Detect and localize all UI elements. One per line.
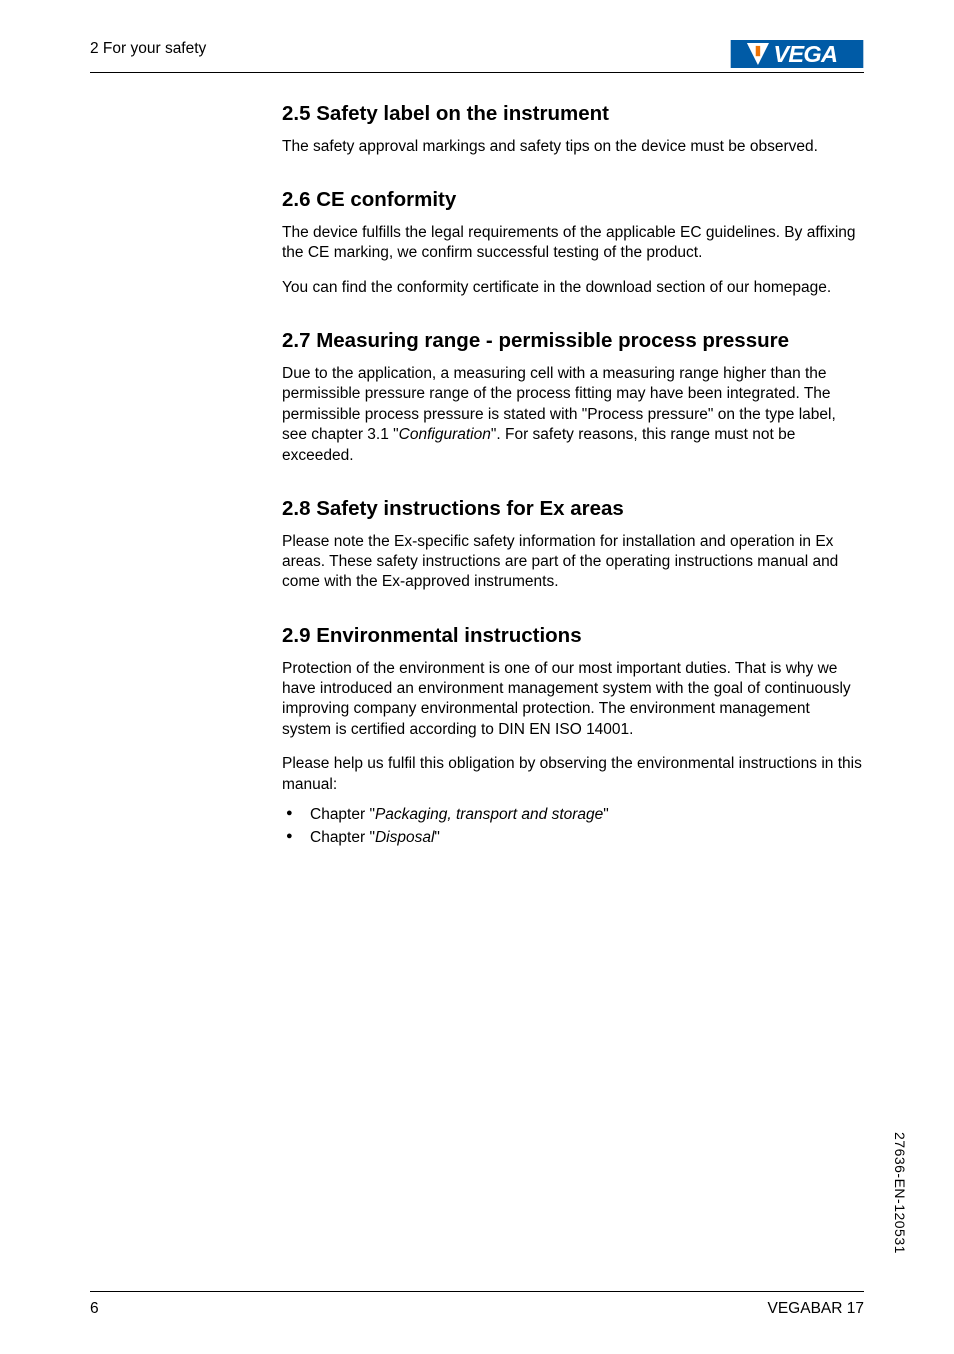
- body-text: Please note the Ex-specific safety infor…: [282, 532, 862, 593]
- bullet-list: Chapter "Packaging, transport and storag…: [282, 805, 862, 848]
- body-text: Protection of the environment is one of …: [282, 659, 862, 741]
- document-id-vertical: 27636-EN-120531: [892, 1132, 908, 1254]
- body-text: Please help us fulfil this obligation by…: [282, 754, 862, 795]
- page: 2 For your safety VEGA 2.5 Safety label …: [0, 0, 954, 1354]
- page-number: 6: [90, 1300, 99, 1318]
- list-item: Chapter "Packaging, transport and storag…: [282, 805, 862, 825]
- svg-text:VEGA: VEGA: [773, 41, 837, 67]
- list-item: Chapter "Disposal": [282, 828, 862, 848]
- page-header: 2 For your safety VEGA: [90, 40, 864, 73]
- section-2-9: 2.9 Environmental instructions Protectio…: [282, 623, 862, 848]
- body-text: The safety approval markings and safety …: [282, 137, 862, 157]
- section-2-5: 2.5 Safety label on the instrument The s…: [282, 101, 862, 157]
- vega-logo: VEGA: [730, 40, 864, 68]
- content-column: 2.5 Safety label on the instrument The s…: [282, 101, 862, 848]
- header-section-label: 2 For your safety: [90, 40, 206, 58]
- heading-2-8: 2.8 Safety instructions for Ex areas: [282, 496, 862, 522]
- body-text: Due to the application, a measuring cell…: [282, 364, 862, 466]
- heading-2-7: 2.7 Measuring range - permissible proces…: [282, 328, 862, 354]
- section-2-8: 2.8 Safety instructions for Ex areas Ple…: [282, 496, 862, 593]
- footer-product: VEGABAR 17: [768, 1300, 865, 1318]
- heading-2-9: 2.9 Environmental instructions: [282, 623, 862, 649]
- body-text: You can find the conformity certificate …: [282, 278, 862, 298]
- italic-term: Configuration: [399, 426, 491, 443]
- body-text: The device fulfills the legal requiremen…: [282, 223, 862, 264]
- section-2-7: 2.7 Measuring range - permissible proces…: [282, 328, 862, 466]
- section-2-6: 2.6 CE conformity The device fulfills th…: [282, 187, 862, 298]
- heading-2-6: 2.6 CE conformity: [282, 187, 862, 213]
- italic-term: Packaging, transport and storage: [375, 806, 603, 823]
- italic-term: Disposal: [375, 829, 434, 846]
- footer-rule: [90, 1291, 864, 1292]
- heading-2-5: 2.5 Safety label on the instrument: [282, 101, 862, 127]
